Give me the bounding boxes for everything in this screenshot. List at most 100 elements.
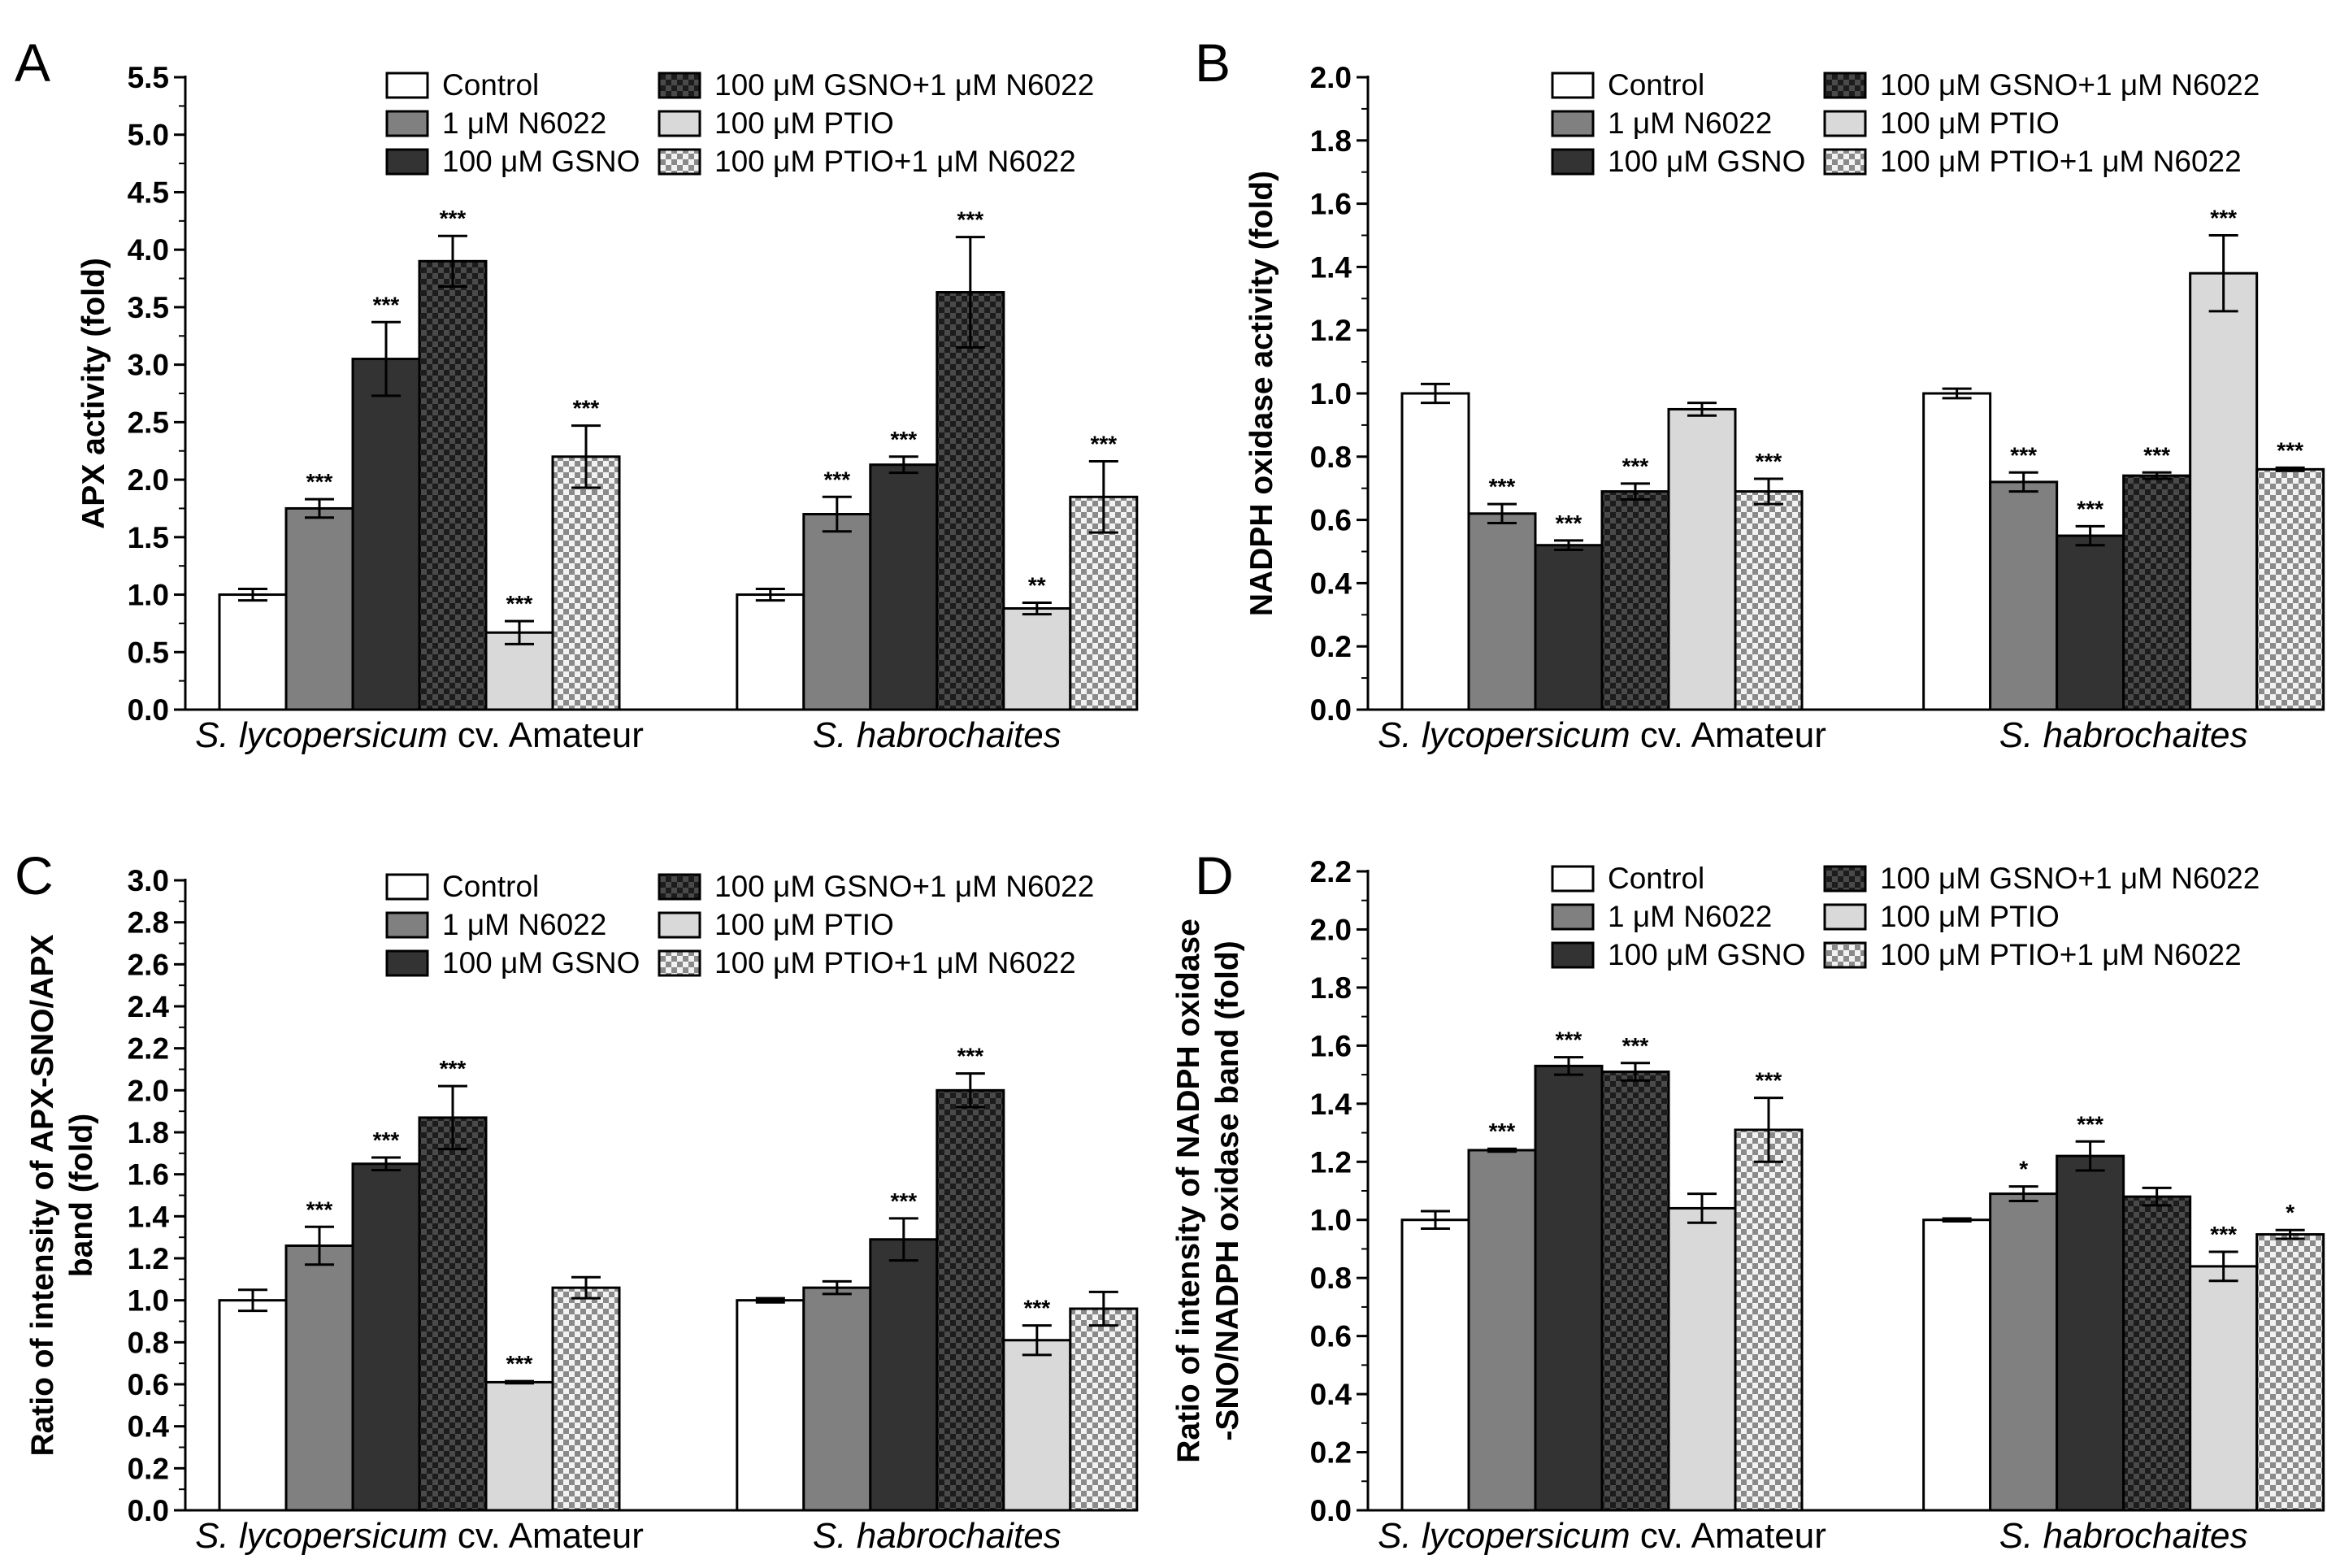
y-tick-label: 4.5 xyxy=(128,176,169,209)
significance-label: *** xyxy=(2277,437,2303,463)
y-tick-label: 0.6 xyxy=(1310,1320,1352,1353)
legend-swatch-ptio_n6022 xyxy=(1823,148,1867,176)
y-tick-label: 1.0 xyxy=(128,579,169,612)
legend-swatch-gsno_n6022 xyxy=(658,873,701,901)
legend-label: 1 μM N6022 xyxy=(1608,900,1772,933)
bar-gsno_n6022 xyxy=(418,1116,488,1512)
bar-gsno xyxy=(1534,544,1604,711)
bar-gsno_n6022 xyxy=(936,1088,1005,1512)
y-tick-label: 1.8 xyxy=(1310,971,1352,1005)
legend-swatch-ptio_n6022 xyxy=(658,949,701,977)
bar-ptio xyxy=(2189,1265,2259,1512)
legend: Control 1 μM N6022 100 μM GSNO 100 μM GSNO+… xyxy=(385,68,1094,178)
bar-control xyxy=(1922,392,1992,711)
y-tick-label: 2.0 xyxy=(128,1074,169,1107)
y-tick-label: 5.5 xyxy=(128,61,169,94)
group-label-cultivar: cv. Amateur xyxy=(448,1516,644,1556)
legend-swatch-ptio_n6022 xyxy=(658,148,701,176)
legend-label: 100 μM GSNO+1 μM N6022 xyxy=(714,68,1094,102)
bar-ptio xyxy=(1667,407,1737,711)
significance-label: *** xyxy=(573,396,600,421)
group-label: S. habrochaites xyxy=(813,715,1061,755)
legend: Control 1 μM N6022 100 μM GSNO 100 μM GSNO+… xyxy=(1551,862,2260,971)
significance-label: *** xyxy=(506,591,533,616)
bar-ptio_n6022 xyxy=(1734,1128,1804,1512)
bar-n6022 xyxy=(1467,1149,1537,1512)
bar-ptio_n6022 xyxy=(2255,467,2325,711)
legend-swatch-control xyxy=(1551,72,1595,99)
group-label: S. lycopersicum cv. Amateur xyxy=(1378,715,1826,755)
significance-label: *** xyxy=(2077,1111,2103,1136)
group-label-species: S. habrochaites xyxy=(1999,1516,2248,1556)
bar-gsno_n6022 xyxy=(2122,1195,2192,1512)
group-label-species: S. lycopersicum xyxy=(1378,1516,1630,1556)
y-tick-label: 5.0 xyxy=(128,119,169,152)
bar-n6022 xyxy=(1467,512,1537,711)
y-tick-label: 0.8 xyxy=(1310,441,1352,474)
y-tick-label: 1.4 xyxy=(1310,1088,1352,1121)
significance-label: *** xyxy=(506,1351,533,1376)
bar-ptio_n6022 xyxy=(1734,490,1804,711)
y-tick-label: 3.0 xyxy=(128,864,169,897)
y-tick-label: 0.2 xyxy=(1310,630,1352,663)
significance-label: *** xyxy=(1622,454,1649,479)
legend-swatch-ptio_n6022 xyxy=(1823,941,1867,969)
y-tick-label: 2.2 xyxy=(128,1032,169,1066)
y-tick-label: 1.2 xyxy=(1310,1145,1352,1179)
y-tick-label: 0.8 xyxy=(1310,1262,1352,1295)
legend-label: 100 μM PTIO xyxy=(714,106,894,140)
legend-swatch-ptio xyxy=(1823,903,1867,931)
legend-label: 100 μM PTIO+1 μM N6022 xyxy=(714,145,1076,178)
legend-label: 1 μM N6022 xyxy=(442,106,606,140)
bar-control xyxy=(218,593,288,711)
legend: Control 1 μM N6022 100 μM GSNO 100 μM GSNO+… xyxy=(1551,68,2260,178)
bar-n6022 xyxy=(284,506,354,711)
bar-control xyxy=(1400,1218,1470,1512)
y-tick-label: 1.6 xyxy=(1310,1029,1352,1062)
y-tick-label: 2.0 xyxy=(128,463,169,497)
y-tick-label: 0.6 xyxy=(1310,504,1352,537)
bar-n6022 xyxy=(284,1244,354,1512)
y-tick-label: 3.0 xyxy=(128,349,169,382)
y-tick-label: 1.0 xyxy=(128,1284,169,1318)
significance-label: *** xyxy=(1489,474,1516,499)
y-axis-label: NADPH oxidase activity (fold) xyxy=(1244,171,1279,616)
significance-label: *** xyxy=(2143,442,2170,467)
y-tick-label: 1.8 xyxy=(128,1116,169,1149)
legend-swatch-n6022 xyxy=(385,911,429,939)
bar-gsno xyxy=(2056,1154,2125,1512)
y-tick-label: 1.4 xyxy=(128,1200,170,1233)
chart-panel-B: B 0.0 0.2 0.4 0.6 0.8 1.0 1.2 1.4 1.6 1.8 2.0 NADPH … xyxy=(1195,33,2325,755)
legend: Control 1 μM N6022 100 μM GSNO 100 μM GSNO+… xyxy=(385,870,1094,979)
significance-label: *** xyxy=(440,1056,467,1081)
group-label-species: S. lycopersicum xyxy=(195,715,448,755)
y-tick-label: 2.6 xyxy=(128,948,169,981)
significance-label: *** xyxy=(1556,510,1582,536)
bar-ptio_n6022 xyxy=(1069,1307,1139,1512)
legend-swatch-ptio xyxy=(658,911,701,939)
legend-swatch-gsno xyxy=(385,148,429,176)
y-tick-label: 2.8 xyxy=(128,906,169,940)
chart-panel-D: D 0.0 0.2 0.4 0.6 0.8 1.0 1.2 1.4 1.6 1.8 2.0 2.2 Rat… xyxy=(1171,845,2325,1556)
bar-n6022 xyxy=(802,1286,872,1512)
legend-swatch-n6022 xyxy=(385,110,429,137)
y-axis-label-line: band (fold) xyxy=(64,1114,99,1277)
significance-label: *** xyxy=(1756,1068,1782,1093)
bar-ptio xyxy=(484,1380,554,1512)
bar-n6022 xyxy=(1989,1192,2059,1512)
y-tick-label: 1.0 xyxy=(1310,1204,1352,1237)
legend-label: 100 μM GSNO xyxy=(1608,938,1805,971)
group-label-species: S. habrochaites xyxy=(813,1516,1061,1556)
significance-label: *** xyxy=(957,207,983,232)
group-label-cultivar: cv. Amateur xyxy=(448,715,644,755)
panel-letter: A xyxy=(15,33,50,93)
y-tick-label: 1.2 xyxy=(1310,314,1352,347)
legend-swatch-control xyxy=(385,72,429,99)
y-axis-label-line: Ratio of intensity of APX-SNO/APX xyxy=(25,934,60,1456)
legend-label: 100 μM PTIO+1 μM N6022 xyxy=(714,946,1076,979)
panel-letter: C xyxy=(15,845,54,906)
group-label: S. lycopersicum cv. Amateur xyxy=(195,715,644,755)
y-axis-label-line: -SNO/NADPH oxidase band (fold) xyxy=(1210,940,1245,1440)
significance-label: *** xyxy=(823,467,850,492)
